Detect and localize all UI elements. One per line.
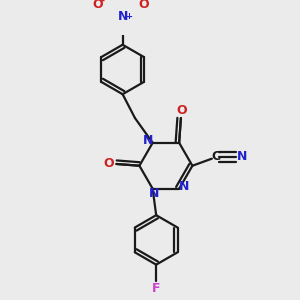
Text: N: N bbox=[143, 134, 153, 147]
Text: N: N bbox=[178, 180, 189, 194]
Text: F: F bbox=[152, 282, 161, 295]
Text: O: O bbox=[103, 157, 114, 169]
Text: O: O bbox=[93, 0, 103, 11]
Text: O: O bbox=[176, 103, 187, 117]
Text: C: C bbox=[212, 150, 221, 164]
Text: O: O bbox=[139, 0, 149, 11]
Text: -: - bbox=[100, 0, 104, 6]
Text: N: N bbox=[149, 187, 160, 200]
Text: N: N bbox=[237, 149, 247, 163]
Text: +: + bbox=[125, 12, 132, 21]
Text: N: N bbox=[117, 10, 128, 23]
